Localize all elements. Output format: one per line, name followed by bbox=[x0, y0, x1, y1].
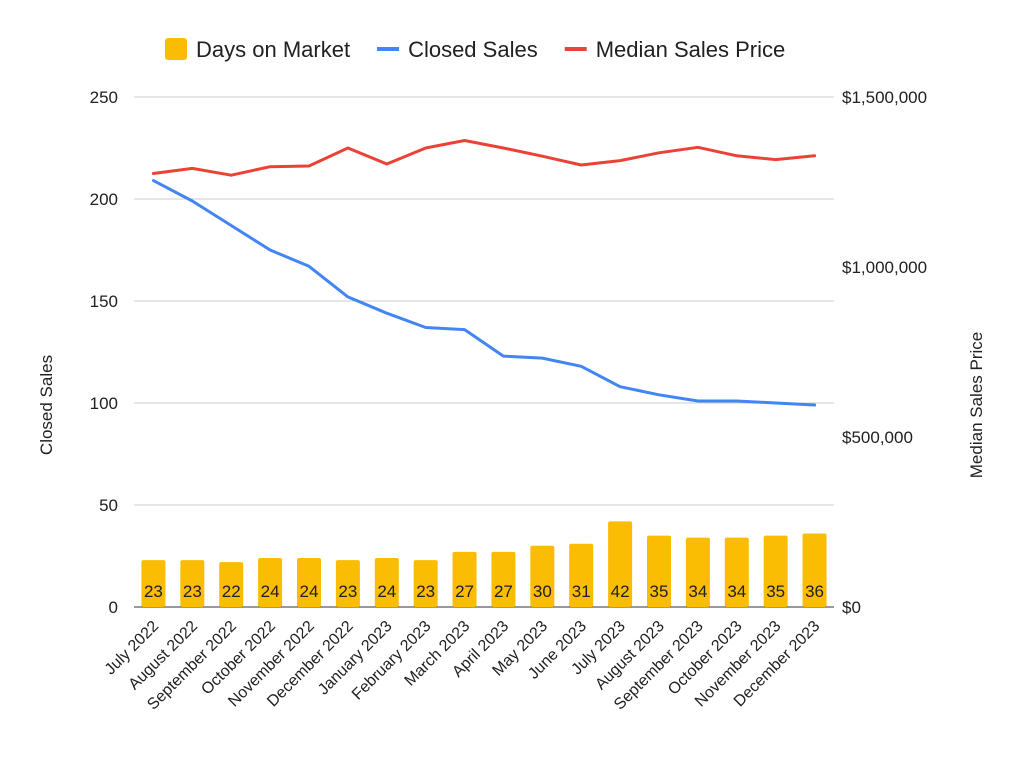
left-tick-label: 150 bbox=[90, 292, 118, 311]
median-sales-price-legend-label: Median Sales Price bbox=[596, 37, 786, 62]
bar-november-2022 bbox=[297, 558, 321, 607]
gridlines bbox=[134, 96, 834, 608]
left-tick-label: 200 bbox=[90, 190, 118, 209]
right-tick-label: $1,000,000 bbox=[842, 258, 927, 277]
bar-september-2023 bbox=[685, 537, 710, 607]
bar-data-label: 27 bbox=[455, 582, 474, 601]
left-axis-ticks: 0 50 100 150 200 250 bbox=[90, 88, 118, 617]
bar-data-label: 24 bbox=[377, 582, 396, 601]
bar-october-2022 bbox=[258, 558, 283, 607]
bar-december-2022 bbox=[335, 560, 360, 607]
bar-series bbox=[141, 521, 827, 607]
bar-july-2023 bbox=[608, 521, 633, 607]
right-axis-ticks: $0 $500,000 $1,000,000 $1,500,000 bbox=[842, 88, 927, 617]
bar-data-label: 23 bbox=[338, 582, 357, 601]
bar-february-2023 bbox=[413, 560, 438, 607]
bar-data-labels: 23 23 22 24 24 23 24 23 27 27 30 31 42 35 34 34 35 36 bbox=[144, 582, 824, 601]
bar-august-2023 bbox=[647, 535, 671, 607]
bar-december-2023 bbox=[802, 533, 827, 607]
closed-sales-line bbox=[151, 179, 817, 407]
bar-data-label: 42 bbox=[611, 582, 630, 601]
bar-data-label: 35 bbox=[650, 582, 669, 601]
bar-data-label: 23 bbox=[416, 582, 435, 601]
bar-data-label: 34 bbox=[688, 582, 707, 601]
left-tick-label: 0 bbox=[109, 598, 118, 617]
bar-data-label: 34 bbox=[727, 582, 746, 601]
bar-september-2022 bbox=[219, 562, 244, 607]
bar-data-label: 23 bbox=[144, 582, 163, 601]
bar-data-label: 24 bbox=[261, 582, 280, 601]
bar-november-2023 bbox=[763, 535, 788, 607]
bar-april-2023 bbox=[491, 551, 516, 607]
bar-data-label: 27 bbox=[494, 582, 513, 601]
bar-march-2023 bbox=[452, 551, 477, 607]
bar-may-2023 bbox=[530, 545, 555, 607]
bar-data-label: 23 bbox=[183, 582, 202, 601]
median-sales-price-legend-swatch bbox=[564, 47, 587, 51]
bar-october-2023 bbox=[724, 537, 749, 607]
bar-data-label: 24 bbox=[300, 582, 319, 601]
line-series bbox=[151, 139, 817, 407]
legend: Days on Market Closed Sales Median Sales P… bbox=[165, 37, 785, 62]
median-sales-price-line bbox=[151, 139, 817, 177]
bar-data-label: 30 bbox=[533, 582, 552, 601]
bar-january-2023 bbox=[374, 558, 399, 607]
bar-data-label: 22 bbox=[222, 582, 241, 601]
right-tick-label: $0 bbox=[842, 598, 861, 617]
bar-data-label: 31 bbox=[572, 582, 591, 601]
bar-august-2022 bbox=[180, 560, 205, 607]
bar-june-2023 bbox=[569, 543, 594, 607]
days-on-market-legend-swatch bbox=[165, 38, 187, 60]
bar-data-label: 35 bbox=[766, 582, 785, 601]
bar-july-2022 bbox=[141, 560, 166, 607]
bar-data-label: 36 bbox=[805, 582, 824, 601]
closed-sales-legend-label: Closed Sales bbox=[408, 37, 538, 62]
left-tick-label: 50 bbox=[99, 496, 118, 515]
right-tick-label: $1,500,000 bbox=[842, 88, 927, 107]
left-axis-title: Closed Sales bbox=[37, 355, 56, 455]
left-tick-label: 100 bbox=[90, 394, 118, 413]
days-on-market-legend-label: Days on Market bbox=[196, 37, 350, 62]
right-tick-label: $500,000 bbox=[842, 428, 913, 447]
right-axis-title: Median Sales Price bbox=[967, 332, 986, 478]
left-tick-label: 250 bbox=[90, 88, 118, 107]
closed-sales-legend-swatch bbox=[377, 47, 400, 51]
